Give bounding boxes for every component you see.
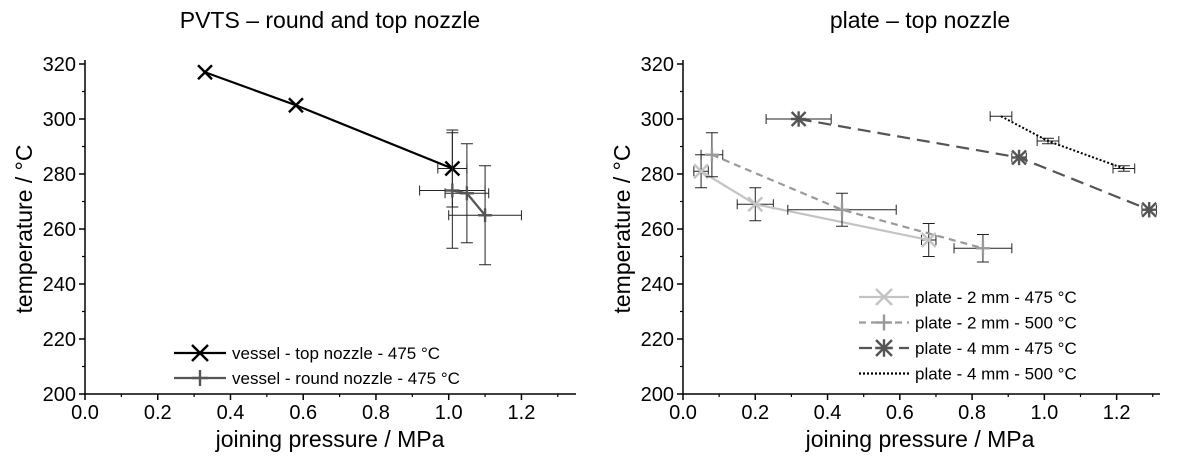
legend-item: plate - 2 mm - 500 °C [859,314,1077,333]
marker-x-stroke [875,288,893,306]
data-point [920,232,937,248]
data-point [747,196,764,213]
x-tick-label: 0.8 [958,402,986,424]
x-tick-label: 0.6 [886,402,914,424]
y-tick-label: 280 [641,164,674,186]
marker-x-stroke [693,163,709,180]
marker-x-stroke [288,97,304,114]
x-tick-label: 0.8 [362,402,390,424]
x-tick-label: 1.2 [508,402,536,424]
x-axis-label: joining pressure / MPa [805,426,1035,452]
x-tick-label: 0.2 [144,402,172,424]
chart-panel-2: plate – top nozzle 200 220 240 260 280 300 320 0… [609,7,1160,452]
legend-label: plate - 4 mm - 475 °C [915,339,1077,358]
y-tick-label: 300 [43,109,76,131]
legend-label: vessel - round nozzle - 475 °C [232,369,460,388]
data-point [478,208,493,223]
data-point [445,183,460,198]
legend-item: plate - 4 mm - 500 °C [859,365,1077,384]
legend-label: plate - 2 mm - 500 °C [915,314,1077,333]
data-point [1011,149,1027,166]
legend: vessel - top nozzle - 475 °C vessel - rou… [174,344,460,388]
legend-label: plate - 2 mm - 475 °C [915,288,1077,307]
x-tick-label: 0.4 [814,402,842,424]
series-2 [700,132,1013,263]
series-line [1000,115,1125,170]
x-tick-label: 0.0 [669,402,697,424]
y-tick-label: 220 [43,329,76,351]
x-tick-label: 0.4 [217,402,245,424]
data-point [790,111,807,127]
y-tick-label: 320 [641,54,674,76]
data-point [835,202,849,217]
y-tick-label: 200 [43,384,76,406]
chart-title: plate – top nozzle [830,7,1010,33]
legend-item: plate - 2 mm - 475 °C [859,288,1077,307]
legend-item: plate - 4 mm - 475 °C [859,339,1077,358]
chart-title: PVTS – round and top nozzle [180,7,480,33]
y-tick-label: 280 [43,164,76,186]
legend-label: plate - 4 mm - 500 °C [915,365,1077,384]
legend-label: vessel - top nozzle - 475 °C [232,344,440,363]
x-tick-label: 1.0 [1030,402,1058,424]
y-tick-label: 260 [43,219,76,241]
series-3 [765,111,1158,218]
y-tick-label: 260 [641,219,674,241]
data-point [288,97,304,114]
series-2 [419,132,522,266]
legend-item: vessel - round nozzle - 475 °C [174,369,460,388]
y-tick-label: 200 [641,384,674,406]
marker-x-stroke [197,64,213,81]
marker-x-stroke [747,196,764,213]
x-tick-label: 1.2 [1103,402,1131,424]
series-1 [197,64,468,208]
x-tick-label: 0.6 [289,402,317,424]
series-line [798,117,1150,211]
data-point [704,147,719,162]
x-tick-label: 0.0 [71,402,99,424]
series-1 [693,154,937,257]
marker-x-stroke [191,344,209,362]
y-tick-label: 240 [641,274,674,296]
y-tick-label: 300 [641,109,674,131]
series-line [700,170,929,242]
y-tick-label: 320 [43,54,76,76]
data-point [197,64,213,81]
data-point [1141,201,1158,218]
x-axis-label: joining pressure / MPa [215,426,445,452]
y-tick-label: 220 [641,329,674,351]
chart-panel-1: PVTS – round and top nozzle 200 220 240 260 2… [11,7,576,452]
marker-x-stroke [920,232,937,248]
data-point [693,163,709,180]
data-point [975,241,990,256]
y-tick-label: 240 [43,274,76,296]
y-axis-label: temperature / °C [609,145,635,314]
legend: plate - 2 mm - 475 °C plate - 2 mm - 500 … [859,288,1077,384]
series-4 [989,111,1136,174]
y-axis-label: temperature / °C [11,145,37,314]
x-tick-label: 1.0 [435,402,463,424]
x-tick-label: 0.2 [741,402,769,424]
legend-item: vessel - top nozzle - 475 °C [174,344,440,363]
series-line [204,71,453,170]
data-point [459,186,474,201]
